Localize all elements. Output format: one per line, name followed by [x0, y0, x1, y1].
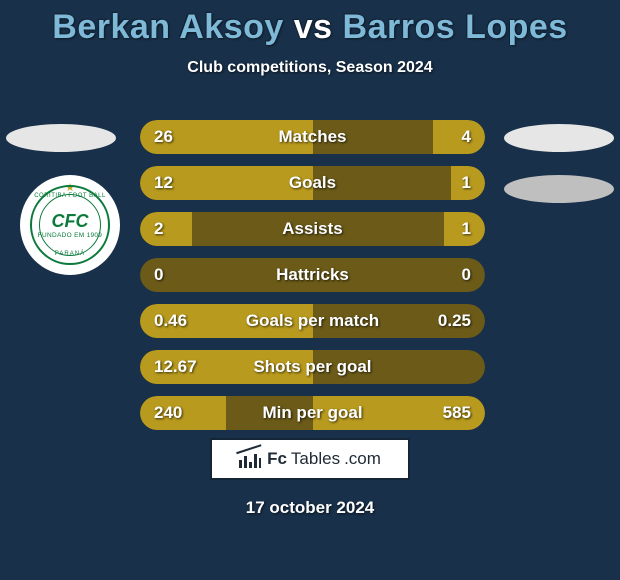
stat-bar-label: Goals: [140, 173, 485, 193]
stat-bar-left-value: 26: [154, 127, 173, 147]
subtitle: Club competitions, Season 2024: [0, 59, 620, 77]
stat-bar-row: Hattricks0 0: [140, 258, 485, 292]
fctables-logo: FcTables.com: [210, 438, 410, 480]
stat-bar-row: Matches26 4: [140, 120, 485, 154]
stat-bar-row: Assists2 1: [140, 212, 485, 246]
stat-bar-left-value: 0: [154, 265, 163, 285]
stat-bar-row: Min per goal240 585: [140, 396, 485, 430]
club-logo-placeholder-right-1: [504, 124, 614, 152]
stat-bar-right-value: 585: [443, 403, 471, 423]
title-player1: Berkan Aksoy: [52, 8, 284, 46]
date-text: 17 october 2024: [0, 498, 620, 518]
stat-bar-right-value: 1: [462, 219, 471, 239]
stat-bar-right-value: 4: [462, 127, 471, 147]
stats-bars-container: Matches264Goals121Assists21Hattricks00Go…: [140, 120, 485, 442]
stat-bar-label: Matches: [140, 127, 485, 147]
stat-bar-label: Min per goal: [140, 403, 485, 423]
stat-bar-row: Goals12 1: [140, 166, 485, 200]
stat-bar-row: Goals per match0.46 0.25: [140, 304, 485, 338]
stat-bar-left-value: 240: [154, 403, 182, 423]
stat-bar-left-value: 0.46: [154, 311, 187, 331]
stat-bar-left-value: 12: [154, 173, 173, 193]
title-vs: vs: [284, 8, 343, 46]
club-logo-placeholder-right-2: [504, 175, 614, 203]
stat-bar-label: Hattricks: [140, 265, 485, 285]
page-title: Berkan Aksoy vs Barros Lopes: [0, 0, 620, 47]
club-badge-mid-text: FUNDADO EM 1909: [38, 232, 102, 239]
title-player2: Barros Lopes: [343, 8, 568, 46]
brand-part-a: Fc: [267, 449, 287, 469]
stat-bar-right-value: 1: [462, 173, 471, 193]
club-badge-ring: CORITIBA FOOT BALL CFC FUNDADO EM 1909 P…: [30, 185, 110, 265]
stat-bar-label: Goals per match: [140, 311, 485, 331]
stat-bar-left-value: 2: [154, 219, 163, 239]
club-badge-top-text: CORITIBA FOOT BALL: [34, 193, 106, 199]
club-badge: ★ CORITIBA FOOT BALL CFC FUNDADO EM 1909…: [20, 175, 120, 275]
brand-part-b: Tables: [291, 449, 340, 469]
club-logo-placeholder-left: [6, 124, 116, 152]
club-badge-abbrev: CFC: [52, 212, 89, 230]
stat-bar-left-value: 12.67: [154, 357, 197, 377]
brand-part-c: .com: [344, 449, 381, 469]
stat-bar-row: Shots per goal12.67: [140, 350, 485, 384]
club-badge-bottom-text: PARANÁ: [55, 251, 85, 257]
bar-chart-icon: [239, 450, 261, 468]
stat-bar-label: Assists: [140, 219, 485, 239]
stat-bar-right-value: 0: [462, 265, 471, 285]
stat-bar-right-value: 0.25: [438, 311, 471, 331]
